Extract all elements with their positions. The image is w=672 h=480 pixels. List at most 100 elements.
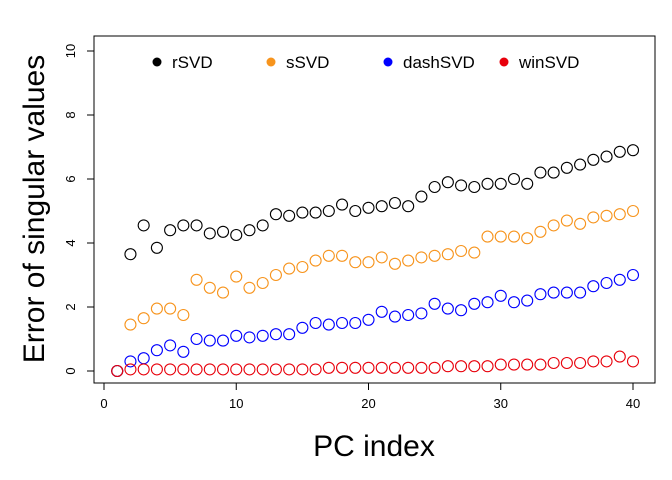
data-point (402, 361, 415, 374)
data-point (375, 251, 388, 264)
data-point (494, 230, 507, 243)
data-point (534, 166, 547, 179)
data-point (309, 316, 322, 330)
data-point (415, 251, 428, 264)
y-axis: 0 2 4 6 8 10 (63, 44, 95, 375)
data-point (177, 363, 190, 376)
data-point (455, 244, 468, 258)
data-point (560, 356, 573, 370)
data-point (587, 153, 600, 166)
data-point (402, 200, 415, 213)
series-ssvd (111, 204, 640, 378)
data-point (349, 204, 362, 218)
data-point (587, 355, 600, 368)
y-tick-label: 4 (63, 239, 78, 246)
data-point (164, 363, 177, 376)
data-point (190, 332, 203, 346)
data-point (402, 308, 415, 322)
data-point (494, 289, 507, 302)
data-point (547, 166, 560, 179)
data-point (335, 316, 349, 330)
data-point (322, 361, 335, 374)
data-point (362, 201, 375, 214)
data-point (150, 241, 163, 254)
data-point (269, 208, 282, 221)
data-point (230, 363, 243, 376)
legend-item-rsvd: rSVD (152, 53, 213, 72)
series-winsvd (111, 350, 640, 378)
data-point (600, 355, 613, 368)
data-point (164, 224, 177, 237)
data-point (362, 313, 375, 326)
data-point (481, 360, 494, 373)
data-point (283, 209, 296, 222)
legend-item-winsvd: winSVD (499, 53, 579, 72)
legend-marker (266, 57, 276, 67)
data-point (441, 302, 454, 315)
legend-marker (383, 57, 393, 67)
x-tick-label: 10 (229, 396, 243, 411)
data-point (507, 358, 521, 371)
data-point (335, 361, 349, 374)
data-point (534, 358, 547, 371)
data-point (309, 254, 322, 267)
data-point (375, 305, 388, 318)
data-point (362, 361, 375, 374)
data-point (534, 225, 547, 238)
data-point (626, 355, 640, 368)
data-point (256, 329, 269, 342)
data-point (283, 328, 296, 341)
data-point (150, 344, 163, 357)
data-point (560, 286, 573, 299)
data-point (137, 312, 150, 325)
data-point (322, 318, 335, 331)
data-point (375, 200, 388, 213)
plot-frame (93, 35, 656, 384)
data-point (269, 268, 282, 282)
y-tick-label: 10 (63, 44, 78, 58)
data-point (296, 206, 309, 219)
data-point (137, 363, 150, 376)
data-point (137, 219, 150, 232)
data-point (269, 328, 282, 341)
data-point (296, 321, 309, 334)
data-point (164, 339, 177, 352)
x-tick-label: 20 (361, 396, 375, 411)
data-point (388, 196, 402, 210)
data-point (243, 224, 256, 237)
data-point (574, 356, 587, 370)
data-point (283, 262, 296, 275)
data-point (388, 361, 402, 374)
data-point (521, 177, 534, 190)
data-point (455, 179, 468, 192)
data-point (150, 302, 163, 315)
data-point (230, 329, 243, 342)
legend-label: sSVD (286, 53, 329, 72)
data-point (243, 281, 256, 294)
data-point (481, 296, 494, 309)
x-tick-label: 40 (626, 396, 640, 411)
data-point (587, 280, 600, 293)
data-point (177, 345, 190, 358)
data-point (230, 228, 243, 242)
data-point (521, 358, 534, 371)
data-point (626, 144, 640, 157)
data-point (455, 360, 468, 373)
data-point (388, 257, 402, 270)
data-point (600, 150, 613, 163)
data-point (203, 281, 216, 294)
x-axis: 0 10 20 30 40 (100, 382, 640, 411)
data-point (428, 297, 441, 310)
data-points (111, 144, 640, 378)
data-point (415, 307, 428, 320)
data-point (362, 256, 375, 269)
data-point (574, 217, 587, 230)
data-point (574, 286, 587, 299)
data-point (402, 254, 415, 267)
data-point (349, 316, 362, 330)
legend-marker (499, 57, 509, 67)
data-point (190, 219, 203, 232)
data-point (468, 180, 481, 194)
data-point (455, 304, 468, 317)
